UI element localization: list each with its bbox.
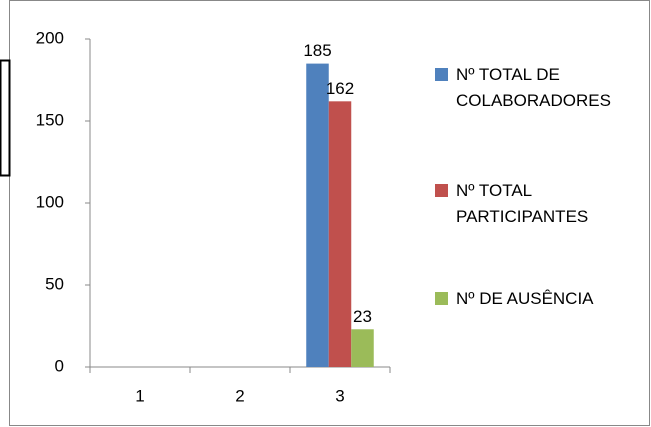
legend-swatch (435, 292, 448, 305)
left-edge-box (0, 59, 11, 177)
legend-label: Nº TOTAL PARTICIPANTES (456, 181, 589, 226)
y-tick-label: 150 (36, 110, 64, 129)
data-label: 162 (326, 79, 354, 98)
legend-swatch (435, 68, 448, 81)
y-tick-label: 200 (36, 28, 64, 47)
y-tick-label: 50 (45, 274, 64, 293)
y-tick-label: 0 (55, 356, 64, 375)
data-label: 23 (353, 307, 372, 326)
x-tick-label: 1 (135, 386, 144, 405)
x-tick-label: 2 (235, 386, 244, 405)
y-tick-label: 100 (36, 192, 64, 211)
legend-label: Nº TOTAL DE COLABORADORES (456, 65, 611, 110)
x-tick-label: 3 (335, 386, 344, 405)
bar (351, 329, 374, 367)
legend-swatch (435, 184, 448, 197)
legend-label: Nº DE AUSÊNCIA (456, 289, 594, 308)
bar (306, 63, 329, 367)
chart-border (9, 0, 650, 426)
bar (328, 101, 352, 367)
data-label: 185 (303, 41, 331, 60)
